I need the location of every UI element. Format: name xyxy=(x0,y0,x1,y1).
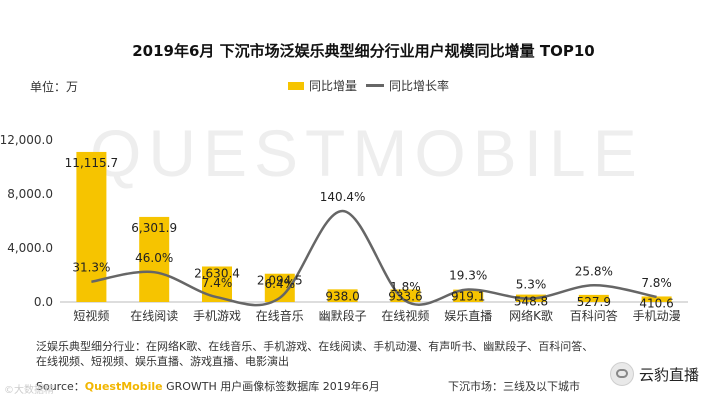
bar xyxy=(139,216,170,302)
line-value-label: 140.4% xyxy=(320,190,366,204)
bar xyxy=(453,289,484,302)
brand-badge-label: 云豹直播 xyxy=(639,365,700,384)
bar-value-label: 2,094.5 xyxy=(257,274,303,288)
x-tick-label: 百科问答 xyxy=(570,308,618,323)
legend-bar: 同比增量 xyxy=(288,77,357,94)
line-value-label: 1.8% xyxy=(390,280,421,294)
legend-bar-label: 同比增量 xyxy=(309,79,358,93)
x-tick-label: 幽默段子 xyxy=(319,308,367,323)
x-tick-label: 在线阅读 xyxy=(130,309,178,323)
line-value-label: 6.4% xyxy=(265,277,296,291)
bar-value-label: 527.9 xyxy=(577,295,611,309)
x-tick-label: 娱乐直播 xyxy=(444,309,492,323)
note-line-2: 在线视频、短视频、娱乐直播、游戏直播、电影演出 xyxy=(36,355,289,368)
watermark: QUESTMOBILE xyxy=(90,116,644,190)
y-tick-label: 4,000.0 xyxy=(7,241,53,255)
x-tick-label: 手机动漫 xyxy=(633,309,681,323)
y-tick-label: 0.0 xyxy=(34,295,53,309)
y-tick-label: 12,000.0 xyxy=(0,133,53,147)
bar xyxy=(327,289,358,302)
bar-value-label: 2,630.4 xyxy=(194,266,240,280)
x-tick-label: 手机游戏 xyxy=(193,309,241,323)
bar-value-label: 11,115.7 xyxy=(65,156,118,170)
line-value-label: 25.8% xyxy=(575,264,613,278)
legend-line-label: 同比增长率 xyxy=(389,79,450,93)
x-tick-label: 网络K歌 xyxy=(509,308,553,323)
brand-badge[interactable]: 云豹直播 xyxy=(610,362,699,386)
source-prefix: Source： xyxy=(36,380,85,393)
legend-line-swatch xyxy=(366,84,384,87)
unit-label: 单位：万 xyxy=(30,80,79,94)
line-value-label: 7.4% xyxy=(202,276,233,290)
line-value-label: 19.3% xyxy=(449,268,487,282)
source-brand: QuestMobile xyxy=(84,380,163,393)
y-tick-label: 8,000.0 xyxy=(7,187,53,201)
market-note: 下沉市场：三线及以下城市 xyxy=(448,380,580,393)
note-line-1: 泛娱乐典型细分行业：在网络K歌、在线音乐、手机游戏、在线阅读、手机动漫、有声听书… xyxy=(36,340,594,353)
legend-bar-swatch xyxy=(288,81,304,90)
line-value-label: 46.0% xyxy=(135,251,173,265)
bar xyxy=(76,151,107,302)
source-line: Source：QuestMobile GROWTH 用户画像标签数据库 2019… xyxy=(36,378,380,394)
source-rest: GROWTH 用户画像标签数据库 2019年6月 xyxy=(162,380,380,393)
bar-value-label: 919.1 xyxy=(451,290,485,304)
bar-value-label: 410.6 xyxy=(639,296,673,310)
bar xyxy=(578,294,609,302)
line-value-label: 7.8% xyxy=(641,276,672,290)
bar-value-label: 6,301.9 xyxy=(131,221,177,235)
bar-value-label: 938.0 xyxy=(325,289,359,303)
x-tick-label: 在线音乐 xyxy=(256,308,304,323)
growth-rate-line xyxy=(91,209,657,307)
line-value-label: 31.3% xyxy=(72,261,110,275)
x-tick-label: 短视频 xyxy=(73,308,109,323)
x-tick-label: 在线视频 xyxy=(381,308,429,323)
legend-line: 同比增长率 xyxy=(366,77,449,94)
line-value-label: 5.3% xyxy=(516,278,547,292)
chart-title: 2019年6月 下沉市场泛娱乐典型细分行业用户规模同比增量 TOP10 xyxy=(132,42,595,60)
corner-watermark: ©大数据精 xyxy=(4,385,54,396)
bar xyxy=(641,296,672,302)
bar-value-label: 933.6 xyxy=(388,289,422,303)
bar-value-label: 548.8 xyxy=(514,295,548,309)
chat-bubble-icon xyxy=(610,362,634,386)
